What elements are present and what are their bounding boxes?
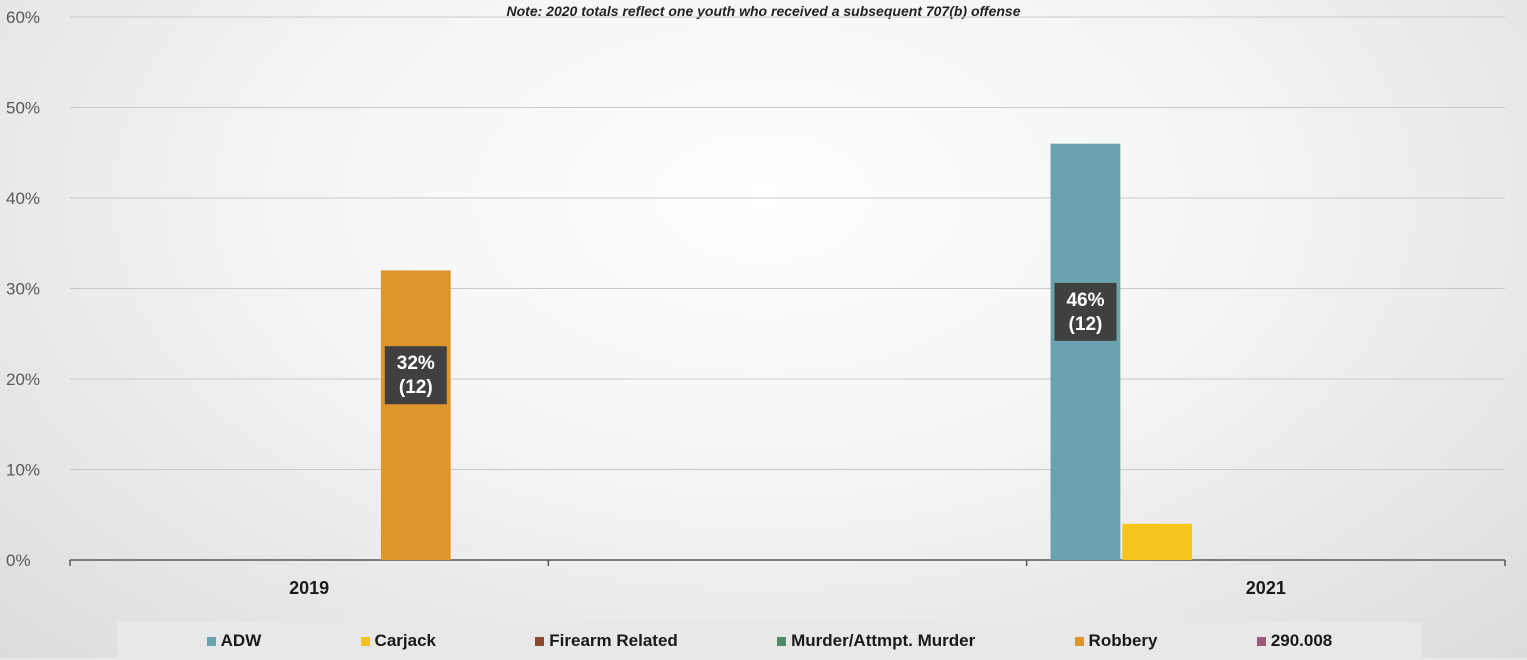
legend-item-murder: Murder/Attmpt. Murder xyxy=(777,631,975,651)
chart-note: Note: 2020 totals reflect one youth who … xyxy=(506,3,1021,19)
data-label-box xyxy=(384,346,447,405)
legend-swatch-murder xyxy=(777,636,787,646)
x-tick-label: 2019 xyxy=(289,578,329,598)
legend-item-carjack: Carjack xyxy=(360,631,436,651)
legend-label-firearm: Firearm Related xyxy=(549,631,678,650)
legend-label-robbery: Robbery xyxy=(1088,631,1158,650)
bar xyxy=(1122,523,1193,560)
legend-swatch-robbery xyxy=(1074,636,1084,646)
y-tick-label: 10% xyxy=(6,461,40,480)
y-tick-label: 0% xyxy=(6,551,31,570)
legend-label-murder: Murder/Attmpt. Murder xyxy=(791,631,976,650)
bar xyxy=(1050,143,1121,560)
legend-swatch-carjack xyxy=(360,636,370,646)
data-label: 46% xyxy=(1066,290,1104,311)
legend-item-robbery: Robbery xyxy=(1074,631,1158,651)
legend-item-290008: 290.008 xyxy=(1256,631,1333,651)
legend-label-carjack: Carjack xyxy=(374,631,436,650)
legend-label-290008: 290.008 xyxy=(1270,631,1333,650)
y-tick-label: 60% xyxy=(6,8,40,27)
chart-legend: ADW Carjack Firearm Related Murder/Attmp… xyxy=(117,622,1422,660)
legend-swatch-290008 xyxy=(1256,636,1266,646)
legend-item-adw: ADW xyxy=(206,631,262,651)
x-tick-label: 2021 xyxy=(1246,578,1286,598)
legend-swatch-firearm xyxy=(535,636,545,646)
legend-swatch-adw xyxy=(206,636,216,646)
bar-chart: 0% 10% 20% 30% 40% 50% 60% 2019 2021 32% (12) 46% (1… xyxy=(6,8,1506,598)
data-label: (12) xyxy=(1069,314,1103,335)
legend-label-adw: ADW xyxy=(220,631,262,650)
data-label: 32% xyxy=(397,353,435,374)
y-tick-label: 30% xyxy=(6,280,40,299)
y-tick-label: 20% xyxy=(6,370,40,389)
data-label-box xyxy=(1054,282,1117,341)
data-label: (12) xyxy=(399,377,433,398)
bar xyxy=(380,270,451,560)
legend-item-firearm: Firearm Related xyxy=(535,631,678,651)
y-tick-label: 40% xyxy=(6,189,40,208)
y-tick-label: 50% xyxy=(6,99,40,118)
